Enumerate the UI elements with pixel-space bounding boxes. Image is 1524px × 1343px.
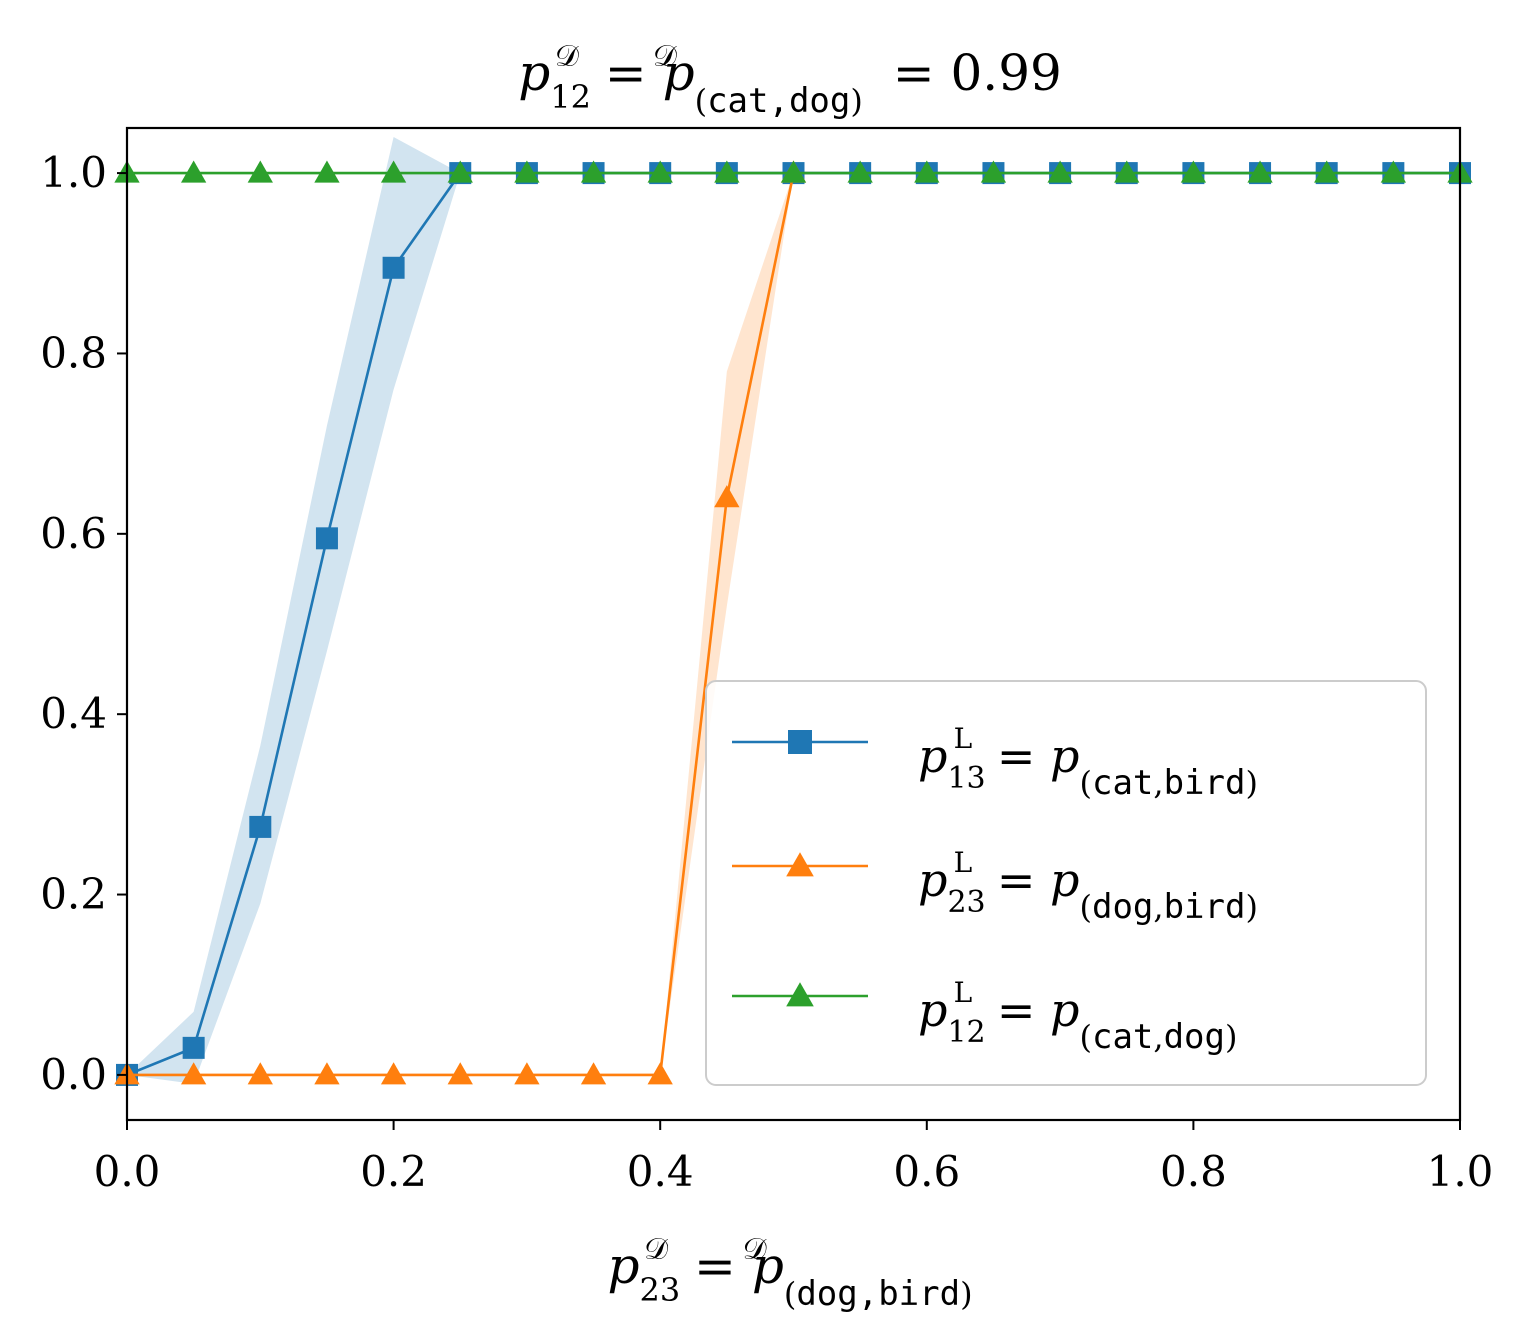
data-point	[714, 160, 740, 183]
x-tick-label: 0.8	[1160, 1147, 1227, 1196]
data-point	[580, 160, 607, 183]
title-lhs-sup: 𝒟	[555, 39, 579, 74]
y-tick-label: 0.2	[40, 870, 107, 919]
data-point	[182, 1036, 205, 1059]
title-lhs-sub: 12	[550, 78, 591, 116]
data-point	[847, 160, 873, 183]
x-ticks: 0.0 0.2 0.4 0.6 0.8 1.0	[94, 1120, 1494, 1196]
legend-entries: p13L = p(cat,bird) p23L = p(dog,bird) p12L…	[732, 722, 1258, 1057]
xlabel-mid-sup: 𝒟	[743, 1232, 767, 1267]
x-tick-label: 0.6	[893, 1147, 960, 1196]
data-point	[181, 1062, 207, 1085]
data-point	[514, 160, 540, 183]
data-point	[181, 160, 207, 183]
legend-entry: p23L = p(dog,bird)	[732, 846, 1258, 927]
data-point	[1247, 160, 1273, 183]
title-mid-sub: cat,dog	[707, 81, 850, 121]
data-point	[382, 256, 405, 279]
data-point	[514, 1062, 540, 1085]
data-point	[647, 1062, 673, 1085]
x-tick-label: 0.2	[360, 1147, 427, 1196]
data-point	[1047, 160, 1073, 183]
data-point	[247, 160, 273, 183]
data-point	[247, 1062, 273, 1085]
data-point	[647, 160, 673, 183]
y-tick-label: 0.8	[40, 328, 107, 377]
series	[114, 160, 1473, 183]
data-point	[380, 160, 407, 183]
legend-frame	[705, 680, 1427, 1086]
data-point	[786, 852, 814, 877]
data-point	[1380, 160, 1406, 183]
legend-label: p23L = p(dog,bird)	[918, 846, 1258, 927]
series-layer	[114, 137, 1473, 1086]
xlabel-mid-sub: dog,bird	[796, 1274, 960, 1314]
x-axis-label: p23𝒟 = p(dog,bird)𝒟	[607, 1232, 972, 1314]
y-ticks: 0.0 0.2 0.4 0.6 0.8 1.0	[40, 148, 127, 1099]
legend-entry: p13L = p(cat,bird)	[732, 722, 1258, 803]
data-point	[447, 1062, 473, 1085]
xlabel-lhs-sup: 𝒟	[644, 1232, 668, 1267]
legend-entry: p12L = p(cat,dog)	[732, 976, 1237, 1057]
x-tick-label: 0.4	[627, 1147, 694, 1196]
x-tick-label: 0.0	[94, 1147, 161, 1196]
legend-label: p12L = p(cat,dog)	[918, 976, 1237, 1057]
data-point	[314, 160, 340, 183]
data-point	[314, 1062, 340, 1085]
chart-title: p12𝒟 = p(cat,dog)𝒟 = 0.99	[518, 39, 1062, 121]
data-point	[1314, 160, 1340, 183]
legend-label: p13L = p(cat,bird)	[918, 722, 1258, 803]
data-point	[380, 1062, 407, 1085]
title-value: 0.99	[950, 44, 1061, 102]
xlabel-lhs-sub: 23	[639, 1271, 680, 1309]
y-tick-label: 1.0	[40, 148, 107, 197]
legend: p13L = p(cat,bird) p23L = p(dog,bird) p12L…	[705, 680, 1427, 1086]
y-tick-label: 0.4	[40, 689, 107, 738]
data-point	[315, 527, 338, 550]
data-point	[447, 160, 473, 183]
title-mid-sup: 𝒟	[653, 39, 677, 74]
data-point	[1114, 160, 1140, 183]
y-tick-label: 0.0	[40, 1050, 107, 1099]
data-point	[780, 160, 807, 183]
data-point	[786, 982, 814, 1007]
x-tick-label: 1.0	[1427, 1147, 1494, 1196]
data-point	[788, 730, 812, 754]
data-point	[249, 815, 272, 838]
data-point	[914, 160, 940, 183]
data-point	[580, 1062, 607, 1085]
data-point	[714, 485, 740, 508]
series	[114, 160, 807, 1085]
data-point	[1180, 160, 1207, 183]
data-point	[980, 160, 1007, 183]
axes-frame	[125, 126, 1462, 1122]
y-tick-label: 0.6	[40, 509, 107, 558]
